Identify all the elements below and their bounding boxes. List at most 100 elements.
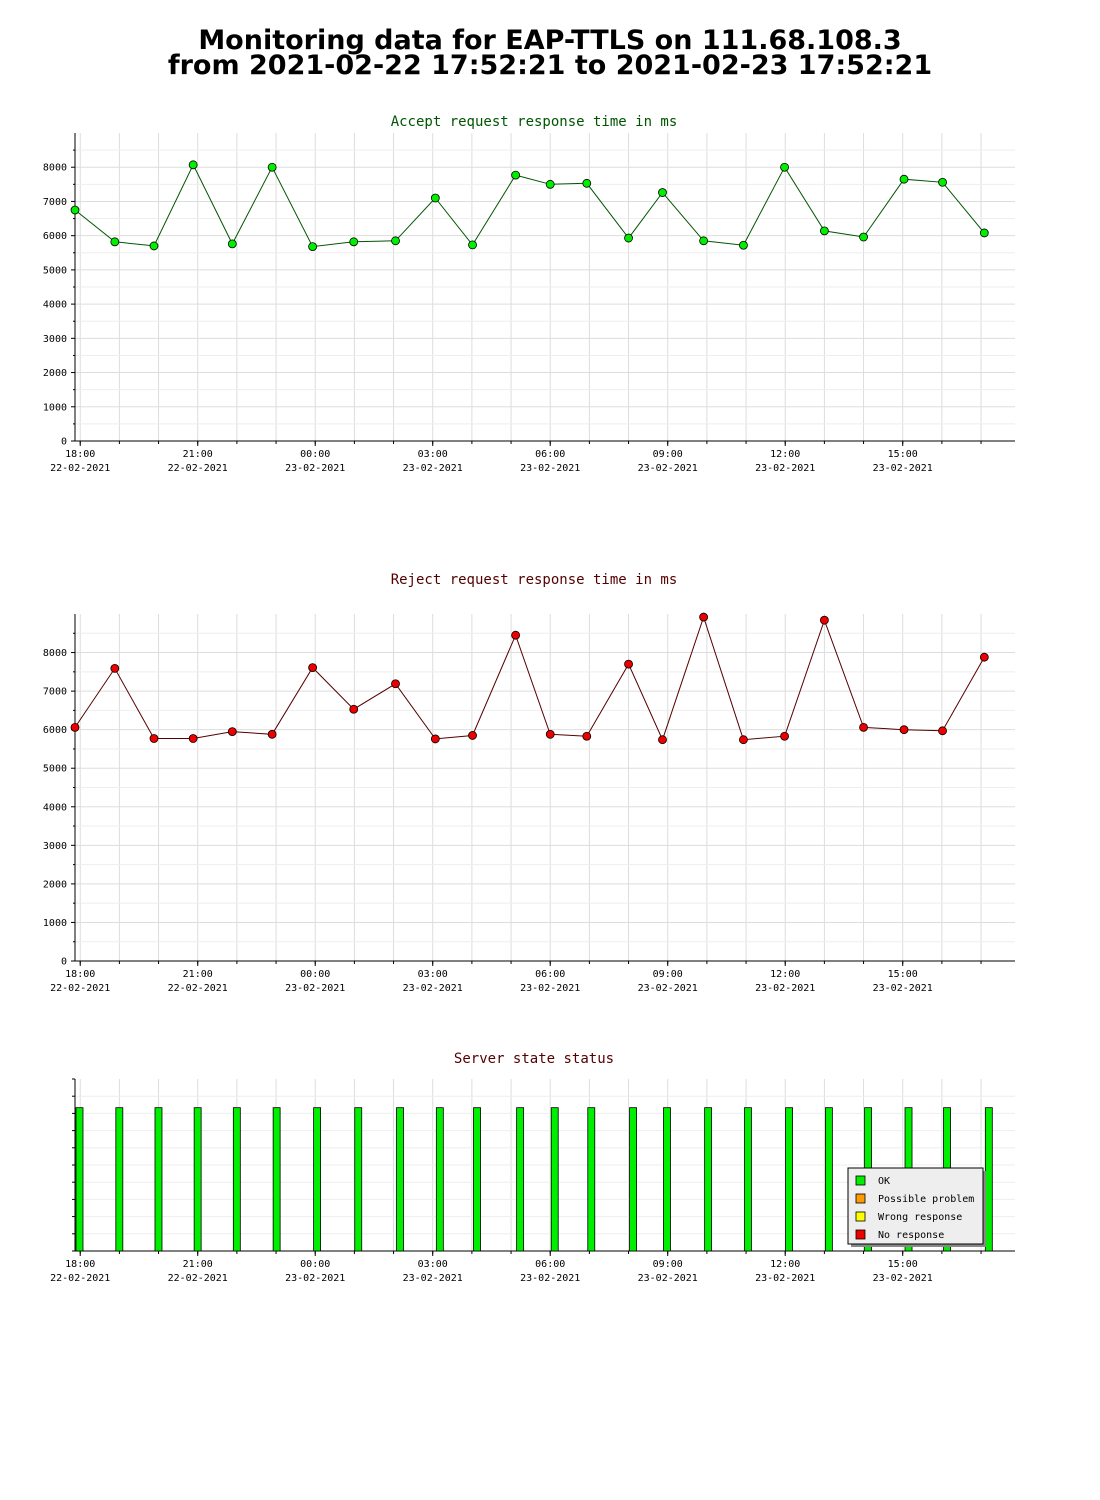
x-tick-label-date: 23-02-2021	[403, 1273, 463, 1284]
status-bar	[587, 1107, 596, 1252]
data-point	[699, 236, 709, 246]
accept-response-chart: 0 1000 2000 3000 4000 5000 6000 7000 8000 18:00 22…	[43, 133, 1015, 474]
x-tick-label-time: 21:00	[183, 1259, 213, 1270]
x-tick-label-time: 18:00	[65, 1259, 95, 1270]
data-point	[624, 233, 633, 243]
y-tick-label: 4000	[43, 300, 67, 311]
status-chart-title: Server state status	[454, 1051, 614, 1067]
data-point	[511, 170, 521, 180]
y-tick-label: 3000	[43, 841, 67, 852]
data-point	[110, 663, 120, 673]
legend-label: Possible problem	[878, 1194, 974, 1205]
y-tick-label: 6000	[43, 231, 67, 242]
x-tick-label-time: 15:00	[888, 969, 918, 980]
x-tick-label-time: 06:00	[535, 969, 565, 980]
x-tick-label-time: 09:00	[653, 1259, 683, 1270]
data-point	[545, 729, 555, 739]
series-line	[74, 615, 985, 742]
data-point	[938, 726, 947, 736]
data-point	[349, 704, 359, 714]
page-title-line-1: Monitoring data for EAP-TTLS on 111.68.1…	[198, 25, 902, 56]
x-tick-label-date: 23-02-2021	[755, 463, 815, 474]
data-point	[70, 722, 80, 732]
status-bar	[516, 1107, 525, 1252]
y-tick-label: 2000	[43, 879, 67, 890]
data-point	[110, 237, 120, 247]
x-tick-label-time: 18:00	[65, 449, 95, 460]
data-point	[70, 205, 80, 215]
series-line	[74, 163, 985, 248]
data-point	[430, 193, 440, 203]
data-point	[188, 734, 198, 743]
x-tick-label-date: 22-02-2021	[168, 1273, 228, 1284]
x-tick-label-time: 21:00	[183, 969, 213, 980]
x-tick-label-date: 23-02-2021	[520, 463, 580, 474]
x-tick-label-time: 06:00	[535, 449, 565, 460]
x-tick-label-date: 22-02-2021	[168, 983, 228, 994]
status-bar	[396, 1107, 404, 1252]
x-tick-label-date: 23-02-2021	[403, 463, 463, 474]
data-point	[430, 734, 440, 744]
x-tick-label-date: 23-02-2021	[285, 463, 345, 474]
data-point	[859, 232, 868, 242]
x-tick-label-date: 23-02-2021	[520, 1273, 580, 1284]
data-point	[468, 731, 477, 740]
status-bar	[629, 1107, 637, 1252]
data-point	[624, 659, 633, 669]
status-bar	[115, 1107, 124, 1252]
x-tick-label-date: 22-02-2021	[50, 983, 110, 994]
data-point	[979, 652, 989, 662]
data-point	[899, 725, 909, 735]
x-tick-label-time: 18:00	[65, 969, 95, 980]
data-point	[267, 729, 277, 739]
legend-box	[847, 1167, 984, 1245]
accept-chart-title: Accept request response time in ms	[391, 114, 678, 130]
status-bar	[663, 1107, 671, 1252]
status-bar	[272, 1107, 281, 1252]
y-tick-label: 3000	[43, 334, 67, 345]
x-tick-label-time: 12:00	[770, 449, 800, 460]
x-tick-label-date: 23-02-2021	[873, 983, 933, 994]
legend-swatch	[855, 1229, 866, 1240]
reject-chart-title: Reject request response time in ms	[391, 572, 678, 588]
x-tick-label-date: 23-02-2021	[285, 983, 345, 994]
x-tick-label-date: 23-02-2021	[520, 983, 580, 994]
status-bar	[313, 1107, 322, 1252]
y-tick-label: 8000	[43, 648, 67, 659]
data-point	[739, 240, 748, 250]
y-tick-label: 4000	[43, 802, 67, 813]
x-tick-label-time: 15:00	[888, 449, 918, 460]
status-bar	[193, 1107, 202, 1252]
x-tick-label-date: 22-02-2021	[50, 1273, 110, 1284]
status-bar	[75, 1107, 84, 1252]
data-point	[780, 731, 789, 741]
data-point	[267, 162, 277, 172]
legend-swatch	[855, 1211, 866, 1222]
y-tick-label: 2000	[43, 368, 67, 379]
status-bar	[744, 1107, 752, 1252]
x-tick-label-date: 23-02-2021	[403, 983, 463, 994]
status-bar	[984, 1107, 993, 1252]
status-bar	[435, 1107, 444, 1252]
data-point	[149, 241, 159, 251]
status-bar	[704, 1107, 713, 1252]
data-point	[391, 236, 400, 246]
data-point	[658, 735, 667, 745]
legend-label: OK	[878, 1176, 890, 1187]
x-tick-label-date: 23-02-2021	[755, 1273, 815, 1284]
legend-swatch	[855, 1193, 866, 1204]
data-point	[188, 160, 198, 170]
data-point	[699, 612, 709, 622]
x-tick-label-time: 09:00	[653, 449, 683, 460]
status-bar	[354, 1107, 363, 1252]
data-point	[819, 615, 829, 625]
x-tick-label-date: 23-02-2021	[755, 983, 815, 994]
x-tick-label-date: 23-02-2021	[873, 1273, 933, 1284]
status-bar	[550, 1107, 559, 1252]
page-title-line-2: from 2021-02-22 17:52:21 to 2021-02-23 1…	[167, 50, 933, 81]
data-point	[739, 735, 748, 745]
x-tick-label-date: 23-02-2021	[638, 1273, 698, 1284]
x-tick-label-time: 00:00	[300, 969, 330, 980]
y-tick-label: 7000	[43, 197, 67, 208]
